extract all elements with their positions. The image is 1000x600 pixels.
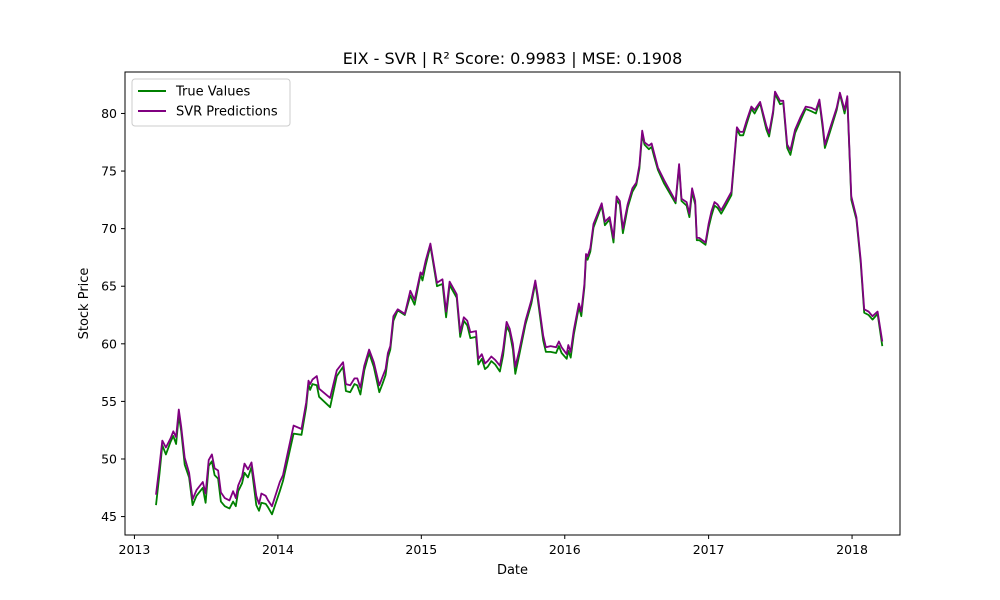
legend-label-svr-predictions: SVR Predictions xyxy=(176,105,278,120)
y-tick-label: 55 xyxy=(101,394,117,409)
chart-title: EIX - SVR | R² Score: 0.9983 | MSE: 0.19… xyxy=(343,49,683,68)
y-tick-label: 80 xyxy=(101,106,117,121)
plot-frame xyxy=(124,71,901,536)
y-tick-label: 75 xyxy=(101,164,117,179)
x-tick-label: 2016 xyxy=(549,542,581,557)
legend-label-true-values: True Values xyxy=(175,85,250,100)
series-line-svr-predictions xyxy=(155,90,884,508)
y-tick-label: 65 xyxy=(101,279,117,294)
x-tick-label: 2013 xyxy=(119,542,151,557)
y-tick-label: 70 xyxy=(101,221,117,236)
series-layer xyxy=(155,90,884,516)
series-line-true-values xyxy=(155,93,884,516)
x-tick-label: 2018 xyxy=(836,542,868,557)
x-axis-label: Date xyxy=(497,563,528,578)
y-tick-label: 50 xyxy=(101,451,117,466)
x-axis: 2013 2014 2015 2016 2017 2018 xyxy=(119,535,868,557)
y-axis-label: Stock Price xyxy=(77,268,92,340)
legend: True Values SVR Predictions xyxy=(131,78,291,127)
legend-box xyxy=(131,78,291,127)
x-tick-label: 2015 xyxy=(405,542,437,557)
x-tick-label: 2014 xyxy=(262,542,294,557)
y-axis: 45 50 55 60 65 70 75 80 xyxy=(101,106,125,524)
y-tick-label: 45 xyxy=(101,509,117,524)
y-tick-label: 60 xyxy=(101,336,117,351)
x-tick-label: 2017 xyxy=(693,542,725,557)
